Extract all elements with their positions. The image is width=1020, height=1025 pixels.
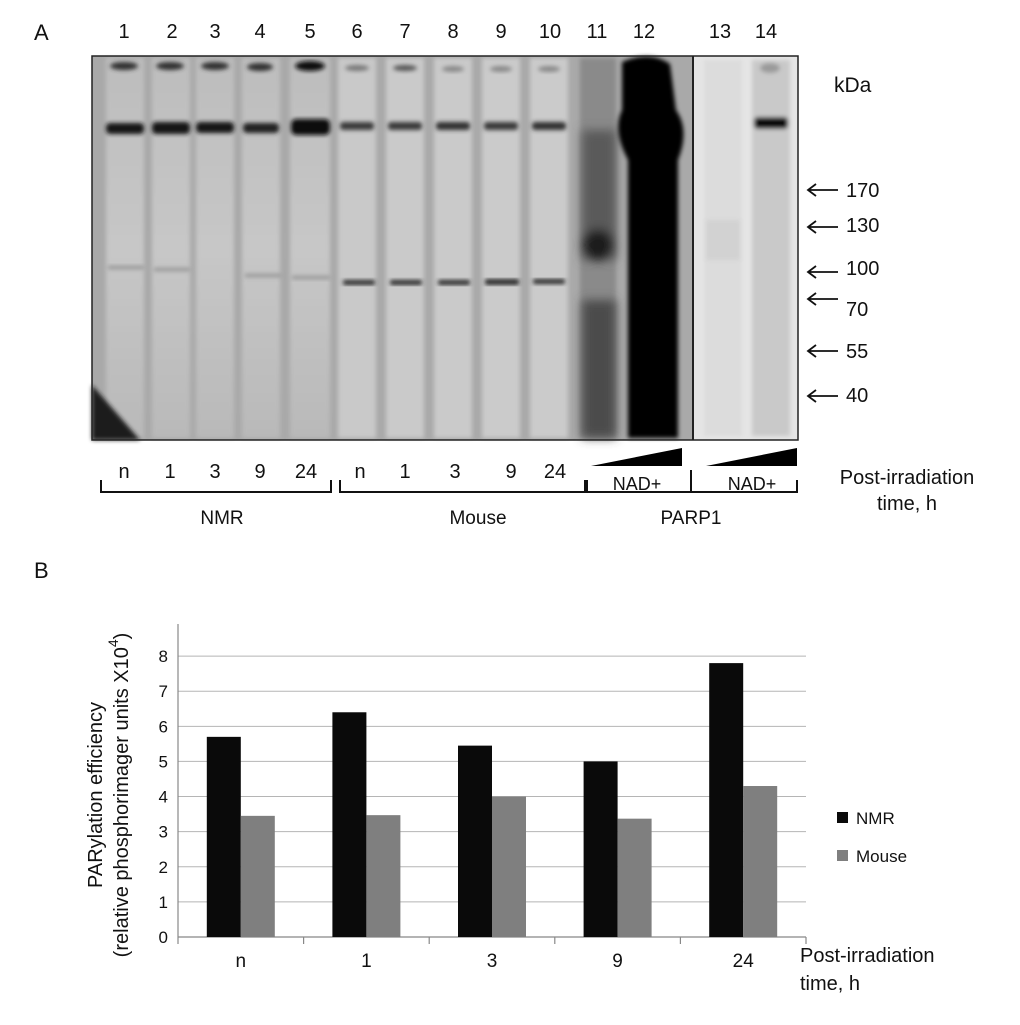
time-label: 3 (209, 461, 220, 483)
lane-number: 10 (539, 21, 561, 43)
x-tick-label: 9 (612, 951, 623, 972)
lane-number: 13 (709, 21, 731, 43)
marker-label: 100 (846, 258, 879, 280)
lane-number: 9 (495, 21, 506, 43)
marker-labels: 170 130 100 70 55 40 (846, 180, 879, 407)
y-axis-title-line: PARylation efficiency (85, 702, 107, 888)
x-axis-title-line: Post-irradiation (800, 945, 935, 967)
y-axis-title-line: (relative phosphorimager units X10 (111, 647, 133, 957)
panel-a: A 1 2 3 4 5 6 7 8 9 10 11 12 13 14 (34, 20, 974, 529)
y-axis-title: PARylation efficiency (relative phosphor… (85, 633, 133, 958)
x-axis-title-line: time, h (800, 973, 860, 995)
nad-gradient-wedge (706, 448, 797, 466)
lane-number: 6 (351, 21, 362, 43)
lane-number: 14 (755, 21, 777, 43)
bar-nmr (206, 736, 241, 937)
legend-label: Mouse (856, 847, 907, 866)
group-label: Mouse (449, 508, 506, 529)
marker-label: 55 (846, 341, 868, 363)
lane-number-row: 1 2 3 4 5 6 7 8 9 10 11 12 13 14 (118, 21, 777, 43)
y-tick-label: 0 (159, 928, 168, 947)
lane-number: 8 (447, 21, 458, 43)
marker-arrows (806, 183, 838, 403)
gel-image-main (92, 56, 692, 440)
lane-number: 1 (118, 21, 129, 43)
marker-label: 70 (846, 299, 868, 321)
marker-label: 130 (846, 215, 879, 237)
time-label: 24 (544, 461, 566, 483)
y-tick-label: 3 (159, 823, 168, 842)
group-label: NMR (200, 508, 243, 529)
bar-mouse (743, 786, 778, 937)
legend-swatch-nmr (837, 812, 848, 823)
lane-number: 3 (209, 21, 220, 43)
time-label: 24 (295, 461, 317, 483)
time-label: 3 (449, 461, 460, 483)
lane-number: 2 (166, 21, 177, 43)
bar-nmr (458, 745, 492, 937)
time-label-row: n 1 3 9 24 n 1 3 9 24 (118, 461, 566, 483)
y-tick-label: 8 (159, 647, 168, 666)
lane-number: 5 (304, 21, 315, 43)
legend-swatch-mouse (837, 850, 848, 861)
time-label: 1 (399, 461, 410, 483)
lane-number: 12 (633, 21, 655, 43)
marker-label: 170 (846, 180, 879, 202)
chart-legend: NMR Mouse (837, 809, 907, 866)
panel-a-label: A (34, 20, 49, 45)
panel-b: B PARylation efficiency (relative phosph… (34, 558, 935, 995)
bar-chart-plot: 0 1 2 3 4 5 6 7 8 n 1 3 9 24 (159, 624, 807, 972)
bar-mouse (492, 796, 526, 937)
marker-label: 40 (846, 385, 868, 407)
bar-mouse (366, 815, 401, 937)
group-label: PARP1 (661, 508, 722, 529)
y-axis-superscript: 4 (105, 639, 121, 647)
y-tick-label: 2 (159, 858, 168, 877)
y-axis-title-close: ) (111, 633, 133, 640)
panel-b-label: B (34, 558, 49, 583)
y-tick-label: 7 (159, 682, 168, 701)
bar-mouse (240, 815, 275, 937)
x-tick-label: 3 (487, 951, 498, 972)
gel-image-secondary (694, 56, 798, 440)
lane-number: 4 (254, 21, 265, 43)
nad-gradient-wedge (591, 448, 682, 466)
kda-label: kDa (834, 74, 872, 97)
y-tick-label: 4 (159, 788, 168, 807)
x-tick-label: 24 (733, 951, 755, 972)
y-tick-label: 5 (159, 752, 168, 771)
lane-number: 7 (399, 21, 410, 43)
nad-label: NAD+ (613, 474, 662, 494)
bar-nmr (583, 761, 618, 937)
nad-label: NAD+ (728, 474, 777, 494)
time-label: n (118, 461, 129, 483)
group-brackets (100, 470, 798, 493)
lane-number: 11 (587, 21, 608, 43)
bar-nmr (709, 663, 744, 937)
post-irradiation-label: time, h (877, 493, 937, 515)
post-irradiation-label: Post-irradiation (840, 467, 975, 489)
x-tick-label: n (236, 951, 247, 972)
time-label: 9 (254, 461, 265, 483)
time-label: 1 (164, 461, 175, 483)
x-tick-label: 1 (361, 951, 372, 972)
time-label: 9 (505, 461, 516, 483)
svg-text:(relative phosphorimager units: (relative phosphorimager units X104) (105, 633, 133, 958)
bar-mouse (617, 818, 652, 937)
y-tick-label: 1 (159, 893, 168, 912)
legend-label: NMR (856, 809, 895, 828)
time-label: n (354, 461, 365, 483)
bar-nmr (332, 712, 367, 937)
gel-frame (91, 55, 799, 441)
y-tick-label: 6 (159, 717, 168, 736)
